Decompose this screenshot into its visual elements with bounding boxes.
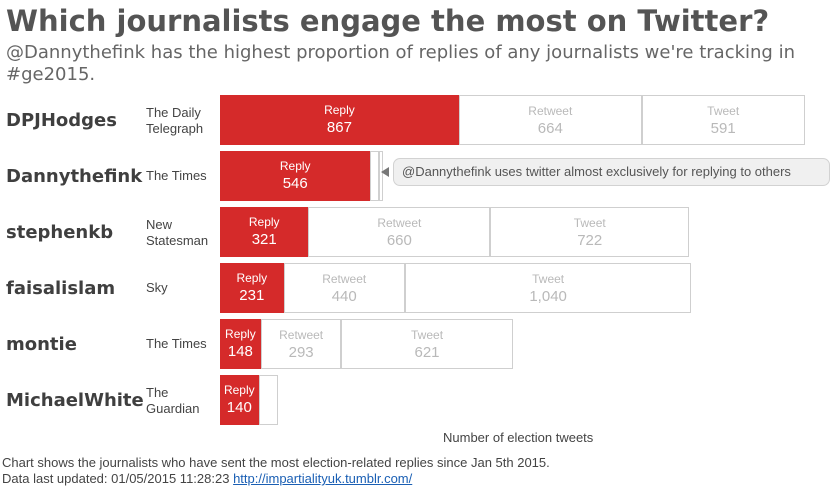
reply-value-4: 231 [239,287,265,304]
retweet-bar-3: Retweet 660 [308,207,491,257]
journalist-handle-6: MichaelWhite [6,390,144,411]
retweet-bar-2 [370,151,379,201]
reply-bar-3: Reply 321 [220,207,309,257]
retweet-label-3: Retweet [377,216,422,230]
reply-label-5: Reply [225,327,256,341]
reply-value-2: 546 [282,175,308,192]
outlet-label-1: The Daily Telegraph [146,105,204,136]
tweet-bar-5: Tweet 621 [341,319,513,369]
retweet-value-5: 293 [288,344,314,361]
outlet-label-3: New Statesman [146,217,209,248]
retweet-label-4: Retweet [322,272,367,286]
retweet-label-1: Retweet [528,104,573,118]
tweet-bar-3: Tweet 722 [490,207,690,257]
tweet-label-4: Tweet [532,272,565,286]
journalist-handle-2: Dannythefink [6,166,143,187]
footnote: Chart shows the journalists who have sen… [2,455,550,487]
tweet-bar-4: Tweet 1,040 [404,263,692,313]
tweet-value-4: 1,040 [529,288,567,305]
outlet-label-2: The Times [146,168,207,183]
journalist-handle-1: DPJHodges [6,110,117,131]
journalist-handle-3: stephenkb [6,222,114,243]
tweet-value-1: 591 [710,120,736,137]
retweet-bar-5: Retweet 293 [260,319,342,369]
reply-bar-2: Reply 546 [220,151,371,201]
reply-label-3: Reply [248,215,280,229]
reply-bar-5: Reply 148 [220,319,261,369]
reply-label-2: Reply [279,159,311,173]
chart-title: Which journalists engage the most on Twi… [6,4,770,38]
chart-subtitle: @Dannythefink has the highest proportion… [6,42,795,85]
reply-value-3: 321 [251,231,277,248]
retweet-value-3: 660 [386,232,412,249]
retweet-bar-6 [258,375,278,425]
retweet-label-5: Retweet [279,328,324,342]
reply-value-1: 867 [326,119,352,136]
tweet-label-5: Tweet [411,328,444,342]
reply-bar-1: Reply 867 [220,95,459,145]
journalist-handle-5: montie [6,334,77,355]
reply-bar-6: Reply 140 [220,375,259,425]
footnote-line-1: Chart shows the journalists who have sen… [2,455,550,470]
retweet-bar-4: Retweet 440 [283,263,405,313]
last-updated-text: Data last updated: 01/05/2015 11:28:23 [2,471,230,486]
outlet-label-4: Sky [146,280,168,295]
reply-label-4: Reply [236,271,268,285]
footnote-line-2: Data last updated: 01/05/2015 11:28:23 h… [2,471,550,487]
retweet-value-4: 440 [331,288,357,305]
tweet-value-3: 722 [577,232,603,249]
x-axis-label: Number of election tweets [443,430,594,445]
outlet-label-5: The Times [146,336,207,351]
tweet-label-1: Tweet [707,104,740,118]
reply-label-1: Reply [324,103,355,117]
retweet-value-1: 664 [537,120,563,137]
reply-label-6: Reply [223,383,255,397]
reply-value-6: 140 [226,399,252,416]
annotation-callout: @Dannythefink uses twitter almost exclus… [393,158,830,186]
reply-bar-4: Reply 231 [220,263,284,313]
reply-value-5: 148 [227,343,253,360]
outlet-label-6: The Guardian [146,385,200,416]
tweet-label-3: Tweet [573,216,606,230]
tweet-value-5: 621 [414,344,440,361]
tweet-bar-1: Tweet 591 [641,95,805,145]
journalist-handle-4: faisalislam [6,278,116,299]
retweet-bar-1: Retweet 664 [458,95,642,145]
source-link[interactable]: http://impartialityuk.tumblr.com/ [233,471,413,486]
callout-pointer [381,167,389,177]
